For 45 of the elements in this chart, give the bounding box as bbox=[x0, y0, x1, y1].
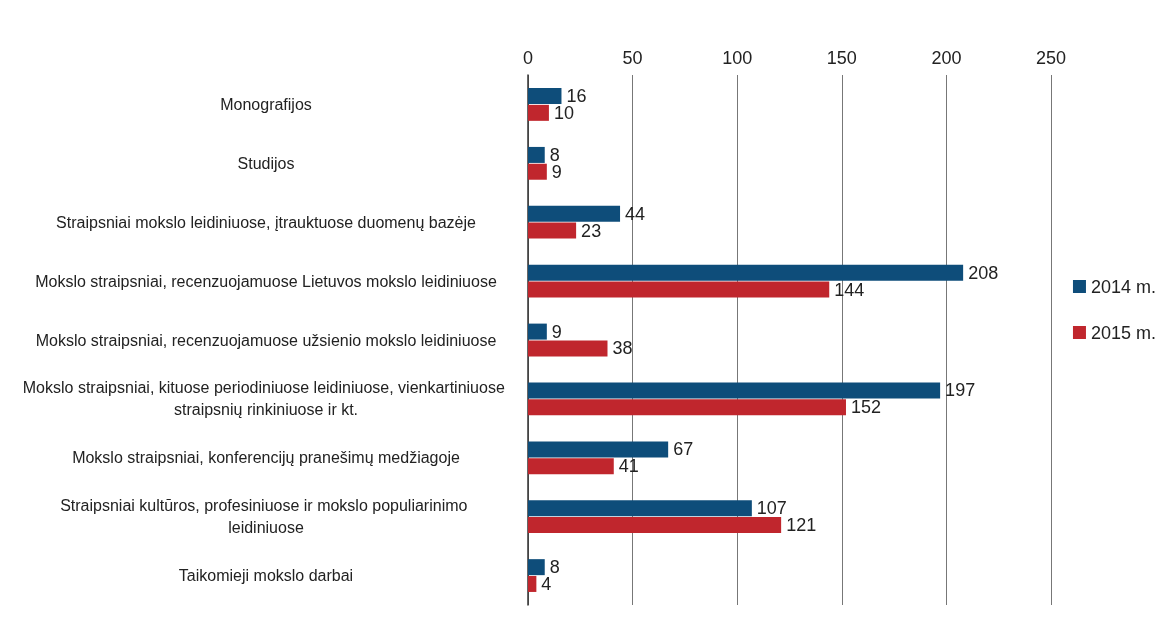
data-label: 38 bbox=[612, 338, 633, 359]
data-label: 152 bbox=[850, 397, 882, 418]
x-tick-label: 0 bbox=[522, 48, 534, 68]
data-label: 107 bbox=[756, 498, 787, 519]
bar bbox=[528, 559, 545, 576]
data-label: 67 bbox=[673, 439, 694, 460]
x-tick-label: 150 bbox=[826, 48, 857, 68]
y-tick-label: Straipsniai kultūros, profesiniuose ir mokslo populiarinimo leidiniuose bbox=[60, 497, 472, 537]
x-tick-label: 200 bbox=[931, 48, 962, 68]
y-tick-label: Mokslo straipsniai, recenzuojamuose užsienio mokslo leidiniuose bbox=[35, 331, 497, 349]
bar bbox=[528, 441, 669, 458]
bar bbox=[528, 222, 577, 239]
data-label: 208 bbox=[968, 262, 999, 283]
data-label: 121 bbox=[786, 515, 817, 536]
bar bbox=[528, 399, 846, 416]
bar bbox=[528, 163, 547, 180]
x-tick-label: 100 bbox=[722, 48, 753, 68]
bar bbox=[528, 264, 964, 281]
legend-label: 2014 m. bbox=[1090, 276, 1157, 297]
y-tick-label: Mokslo straipsniai, konferencijų pranešimų medžiagoje bbox=[72, 449, 460, 467]
y-tick-label: Mokslo straipsniai, kituose periodiniuose leidiniuose, vienkartiniuose straipsnių rinkiniuose ir kt. bbox=[22, 379, 510, 419]
y-tick-label: Straipsniai mokslo leidiniuose, įtrauktuose duomenų bazėje bbox=[56, 213, 476, 231]
data-label: 9 bbox=[551, 321, 562, 342]
legend-label: 2015 m. bbox=[1090, 322, 1157, 343]
bar bbox=[528, 500, 752, 517]
x-tick-label: 250 bbox=[1035, 48, 1067, 68]
bar bbox=[528, 104, 549, 121]
data-label: 4 bbox=[541, 573, 552, 594]
bar bbox=[528, 281, 830, 298]
bar bbox=[528, 382, 941, 399]
y-tick-label: Mokslo straipsniai, recenzuojamuose Lietuvos mokslo leidiniuose bbox=[35, 272, 497, 290]
bar bbox=[528, 323, 547, 340]
bar bbox=[528, 575, 537, 592]
bar bbox=[528, 146, 545, 163]
y-tick-label: Taikomieji mokslo darbai bbox=[178, 567, 354, 585]
bar bbox=[528, 517, 782, 534]
bar bbox=[528, 88, 562, 105]
bar bbox=[528, 458, 614, 475]
y-tick-label: Monografijos bbox=[220, 95, 312, 113]
bar bbox=[528, 205, 621, 222]
data-label: 8 bbox=[549, 557, 560, 578]
x-tick-label: 50 bbox=[622, 48, 643, 68]
y-tick-label: Studijos bbox=[237, 154, 295, 172]
bar bbox=[528, 340, 608, 357]
data-label: 23 bbox=[581, 220, 602, 241]
